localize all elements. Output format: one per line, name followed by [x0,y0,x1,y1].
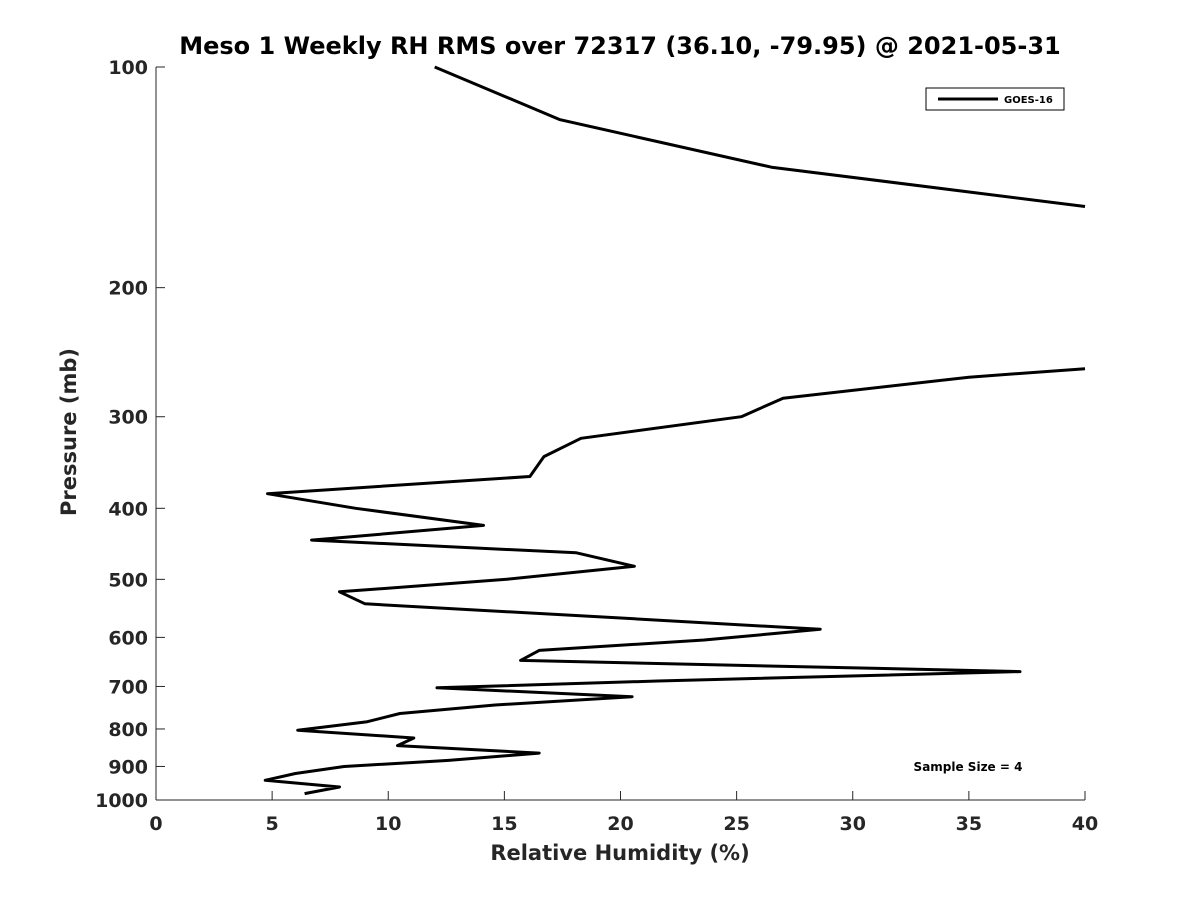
legend-entry-label: GOES-16 [1004,95,1053,106]
y-tick-label: 600 [108,627,148,649]
y-tick-label: 100 [108,57,148,79]
x-tick-label: 10 [375,813,401,835]
y-tick-label: 900 [108,756,148,778]
series-line-0-segment-0 [434,65,1086,208]
x-tick-label: 40 [1072,813,1098,835]
x-tick-label: 25 [723,813,749,835]
y-tick-label: 400 [108,498,148,520]
x-tick-label: 30 [840,813,866,835]
series-line-0-segment-1 [263,367,1086,796]
sample-size-annotation: Sample Size = 4 [914,760,1023,774]
axes: 0 5 10 15 20 25 30 35 40 100 200 300 400 500 600 700 800… [95,57,1098,835]
chart-title: Meso 1 Weekly RH RMS over 72317 (36.10, … [179,32,1061,60]
y-tick-label: 500 [108,569,148,591]
x-tick-label: 15 [491,813,517,835]
x-tick-label: 5 [266,813,279,835]
x-tick-label: 0 [149,813,162,835]
x-axis-label: Relative Humidity (%) [490,841,749,865]
y-tick-label: 700 [108,676,148,698]
y-tick-label: 800 [108,719,148,741]
plot-area [263,65,1086,796]
x-tick-label: 35 [956,813,982,835]
y-tick-label: 200 [108,278,148,300]
x-tick-label: 20 [607,813,633,835]
y-tick-label: 1000 [95,790,148,812]
y-axis-label: Pressure (mb) [57,348,81,516]
y-tick-label: 300 [108,407,148,429]
legend: GOES-16 [925,87,1065,111]
